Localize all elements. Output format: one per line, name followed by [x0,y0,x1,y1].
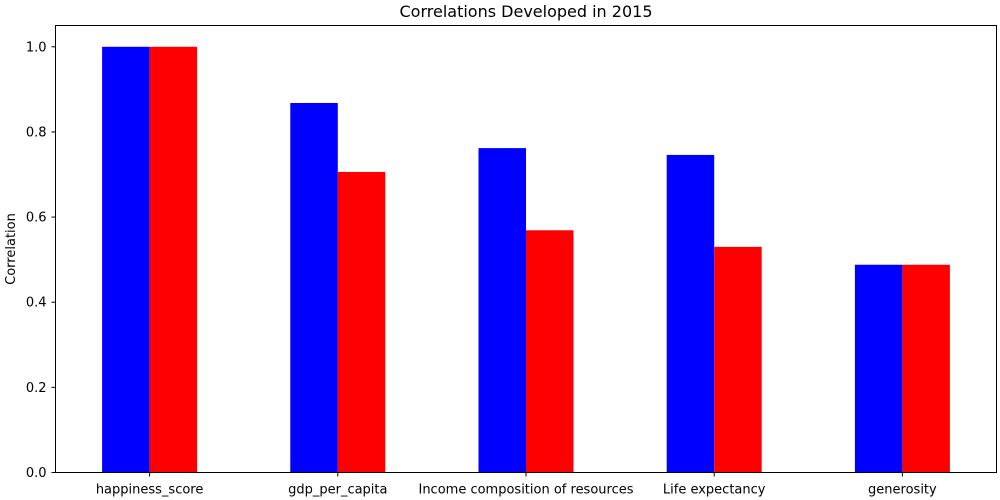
bar-series2-income-composition-of-resources [526,230,574,473]
y-tick-label: 0.8 [26,125,47,140]
y-axis-ticks: 0.0 0.2 0.4 0.6 0.8 1.0 [26,40,56,481]
y-tick-label: 0.6 [26,211,47,226]
bar-series1-generosity [854,264,903,473]
chart-title: Correlations Developed in 2015 [400,2,653,21]
bar-series1-happiness-score [102,46,150,473]
bar-series1-gdp-per-capita [290,102,338,473]
x-tick-label: gdp_per_capita [288,483,387,498]
bar-series2-generosity [902,264,950,473]
y-tick-label: 1.0 [26,40,47,55]
bar-series1-life-expectancy [666,154,715,473]
x-tick-label: Income composition of resources [418,483,633,498]
x-tick-label: generosity [868,483,937,498]
bar-series2-happiness-score [149,46,198,473]
y-tick-label: 0.0 [26,466,47,481]
y-tick-label: 0.2 [26,381,47,396]
bar-series2-gdp-per-capita [337,171,386,473]
bars-group [102,46,950,473]
bar-series1-income-composition-of-resources [478,148,526,473]
x-axis-ticks: happiness_score gdp_per_capita Income comp… [96,472,937,498]
y-axis-label: Correlation [4,213,19,285]
y-tick-label: 0.4 [26,296,47,311]
plot-area-frame [55,25,997,473]
bar-series2-life-expectancy [714,246,762,473]
x-tick-label: Life expectancy [663,483,766,498]
x-tick-label: happiness_score [96,483,204,498]
